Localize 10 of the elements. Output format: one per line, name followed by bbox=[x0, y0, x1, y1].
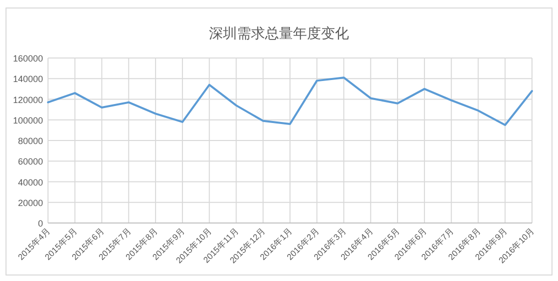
y-tick-label: 100000 bbox=[12, 115, 43, 126]
y-tick-label: 0 bbox=[38, 218, 43, 228]
y-tick-label: 80000 bbox=[18, 136, 43, 146]
y-tick-label: 120000 bbox=[12, 94, 43, 105]
chart-title: 深圳需求总量年度变化 bbox=[209, 25, 349, 41]
y-tick-label: 60000 bbox=[18, 156, 43, 167]
y-tick-label: 140000 bbox=[12, 74, 43, 84]
y-tick-label: 160000 bbox=[12, 54, 43, 64]
y-tick-label: 40000 bbox=[18, 177, 43, 188]
y-tick-label: 20000 bbox=[18, 198, 43, 208]
